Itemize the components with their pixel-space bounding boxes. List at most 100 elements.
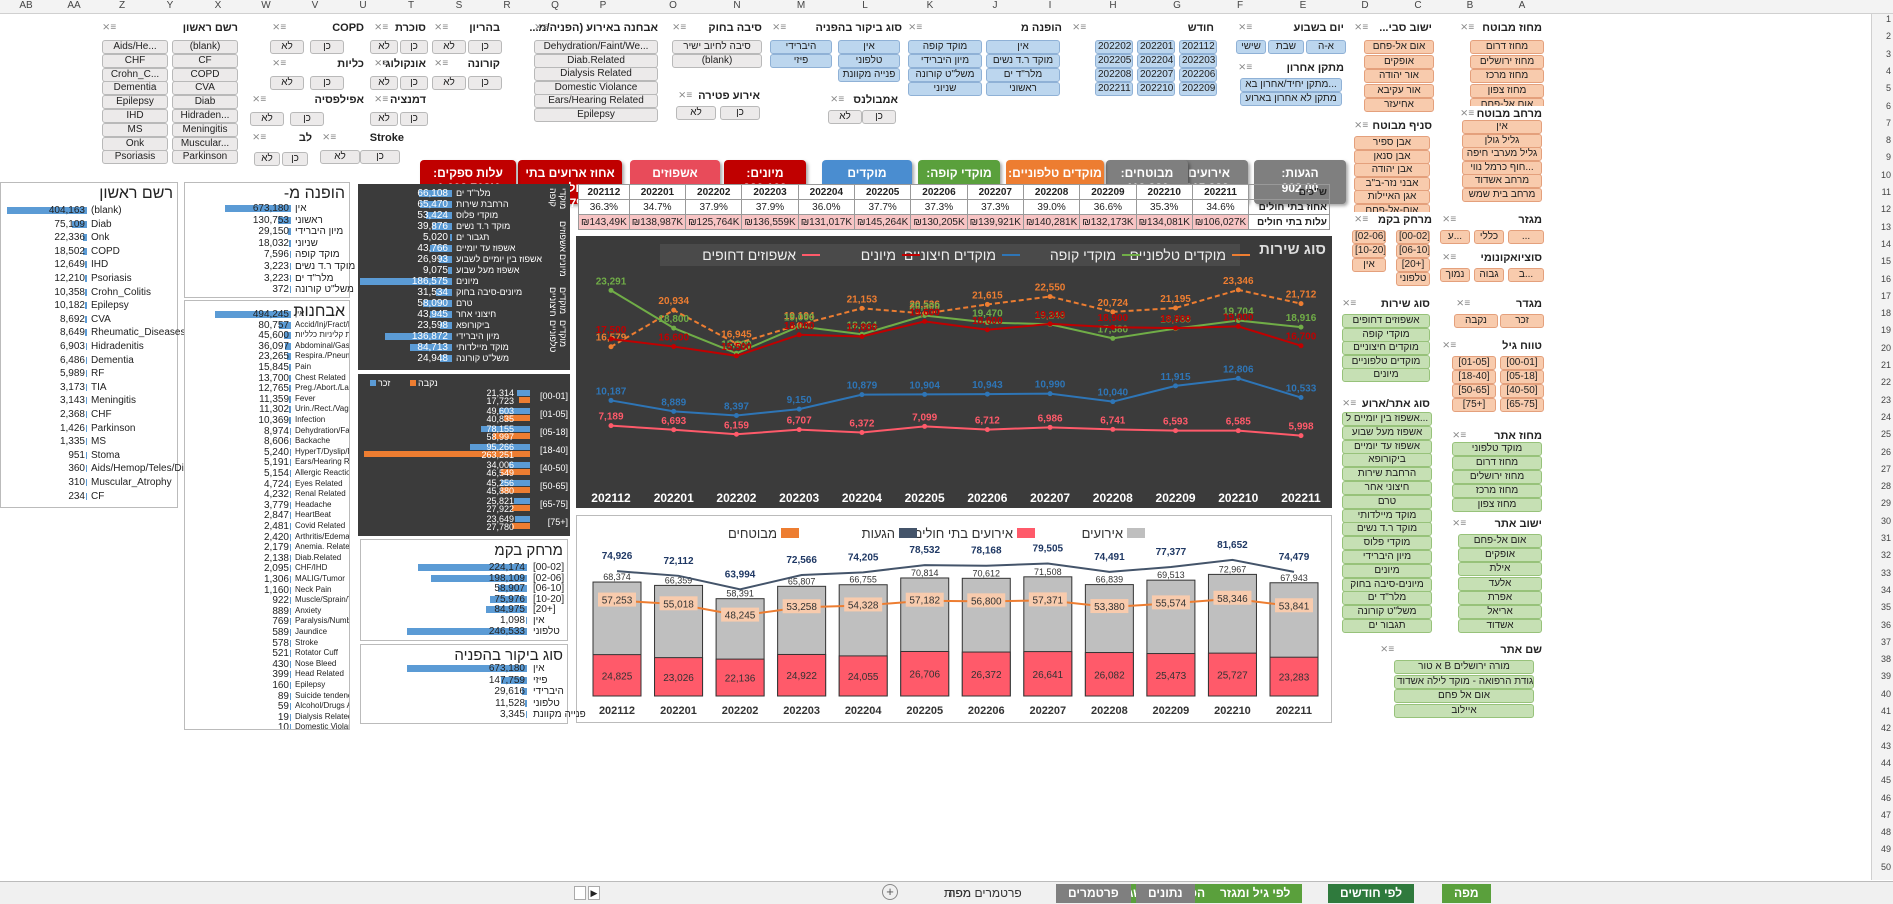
slicer-item[interactable]: שבת [1268,40,1304,54]
slicer-item[interactable]: אשדוד [1458,619,1542,634]
slicer-item[interactable]: כן [360,150,400,164]
row-header[interactable]: 27 [1880,463,1891,474]
clear-filter-icon[interactable]: ⨯≡ [1342,298,1357,309]
row-header[interactable]: 24 [1880,411,1891,422]
row-header[interactable]: 49 [1880,844,1891,855]
slicer-item[interactable]: Domestic Violance [534,80,658,95]
slicer-item[interactable]: מוקד מיילדותי [1342,508,1432,523]
clear-filter-icon[interactable]: ⨯≡ [1442,214,1457,225]
slicer-item[interactable]: אילת [1458,562,1542,577]
slicer-item[interactable]: [02-06] [1352,230,1386,244]
slicer-item[interactable]: כן [400,112,428,126]
slicer-item[interactable]: איילוב [1394,703,1534,718]
slicer-item[interactable]: א טור B מורה ירושלים [1394,660,1534,674]
slicer-item[interactable]: אופקים [1364,54,1434,69]
slicer-item[interactable]: (blank) [172,40,238,54]
slicer-item[interactable]: [00-01] [1500,356,1544,370]
slicer-item[interactable]: אגן האיילות [1354,190,1430,205]
slicer-item[interactable]: אריאל [1458,605,1542,619]
slicer-item[interactable]: גליל מערבי חיפה [1462,147,1542,162]
column-header[interactable]: G [1173,0,1181,11]
slicer-item[interactable]: אפרת [1458,590,1542,605]
slicer-item[interactable]: אום אל-פחם [1364,40,1434,54]
row-header[interactable]: 1 [1885,14,1891,24]
slicer-item[interactable]: לא [432,76,466,90]
column-header[interactable]: AB [19,0,33,11]
slicer-item[interactable]: אין [1462,120,1542,134]
column-header[interactable]: B [1466,0,1474,11]
column-header[interactable]: L [862,0,868,11]
slicer-item[interactable]: לא [270,40,304,54]
slicer-item[interactable]: כן [862,110,896,124]
slicer-item[interactable]: כללי [1474,230,1504,244]
slicer-item[interactable]: לא [370,76,398,90]
column-header[interactable]: A [1518,0,1526,11]
slicer-item[interactable]: [50-65] [1452,384,1496,398]
slicer-item[interactable]: לא [270,76,304,90]
clear-filter-icon[interactable]: ⨯≡ [1238,62,1253,73]
slicer-item[interactable]: Dementia [102,81,168,96]
slicer-item[interactable]: אבן סנאן [1354,149,1430,164]
slicer-item[interactable]: לא [828,110,862,124]
slicer-item[interactable]: [20+] [1396,258,1430,272]
row-header[interactable]: 15 [1880,256,1891,267]
row-header[interactable]: 6 [1885,100,1891,111]
clear-filter-icon[interactable]: ⨯≡ [252,94,267,105]
slicer-item[interactable]: [10-20] [1352,244,1386,258]
clear-filter-icon[interactable]: ⨯≡ [1238,22,1253,33]
clear-filter-icon[interactable]: ⨯≡ [1460,108,1475,119]
slicer-item[interactable]: Epilepsy [102,95,168,110]
row-header[interactable]: 36 [1880,619,1891,630]
slicer-item[interactable]: נקבה [1454,314,1498,328]
row-header[interactable]: 33 [1880,567,1891,578]
slicer-item[interactable]: טלפוני [838,54,900,68]
slicer-item[interactable]: (blank) [672,53,762,68]
column-header[interactable]: S [455,0,463,11]
row-header[interactable]: 13 [1880,221,1891,232]
slicer-item[interactable]: שניוני [908,82,982,96]
column-header[interactable]: M [796,0,806,11]
slicer-item[interactable]: מחוז דרום [1470,40,1544,54]
tab-sheet[interactable]: לפי גיל ומגזר [1208,884,1303,903]
row-header[interactable]: 45 [1880,775,1891,786]
row-header[interactable]: 38 [1880,654,1891,665]
clear-filter-icon[interactable]: ⨯≡ [1354,22,1369,33]
clear-filter-icon[interactable]: ⨯≡ [374,94,389,105]
slicer-item[interactable]: אופקים [1458,548,1542,563]
tab-sheet[interactable]: פרטמרים מפה [948,886,1022,900]
slicer-item[interactable]: אום אל פחם [1394,689,1534,704]
slicer-item[interactable]: CHF [102,53,168,68]
row-header[interactable]: 2 [1885,31,1891,42]
row-header[interactable]: 17 [1880,290,1891,301]
row-header[interactable]: 40 [1880,688,1891,699]
row-header[interactable]: 4 [1885,65,1891,76]
slicer-item[interactable]: כן [468,76,502,90]
clear-filter-icon[interactable]: ⨯≡ [1460,22,1475,33]
row-header[interactable]: 34 [1880,584,1891,595]
column-header[interactable]: H [1109,0,1117,11]
clear-filter-icon[interactable]: ⨯≡ [374,22,389,33]
slicer-item[interactable]: אשפוז עד יומיים [1342,439,1432,454]
slicer-item[interactable]: Parkinson [172,150,238,165]
clear-filter-icon[interactable]: ⨯≡ [1442,252,1457,263]
slicer-item[interactable]: לא [320,150,360,164]
slicer-item[interactable]: חיצוני אחר [1342,481,1432,495]
column-header[interactable]: AA [67,0,81,11]
clear-filter-icon[interactable]: ⨯≡ [678,90,693,101]
clear-filter-icon[interactable]: ⨯≡ [434,58,449,69]
row-header[interactable]: 50 [1880,861,1891,872]
column-header[interactable]: W [261,0,271,11]
slicer-item[interactable]: מוקד קופה [908,40,982,54]
row-header[interactable]: 47 [1880,809,1891,820]
slicer-item[interactable]: כן [310,40,344,54]
slicer-item[interactable]: אום אל-פחם [1458,534,1542,548]
slicer-item[interactable]: כן [400,76,428,90]
clear-filter-icon[interactable]: ⨯≡ [1452,518,1467,529]
row-header[interactable]: 46 [1880,792,1891,803]
slicer-item[interactable]: מלר"ד ים [986,68,1060,82]
slicer-item[interactable]: משל"ט קורונה [908,68,982,82]
slicer-item[interactable]: אור עקיבא [1364,83,1434,98]
slicer-item[interactable]: CVA [172,81,238,96]
slicer-item[interactable]: Meningitis [172,122,238,137]
slicer-item[interactable]: מיון היברידי [908,54,982,68]
